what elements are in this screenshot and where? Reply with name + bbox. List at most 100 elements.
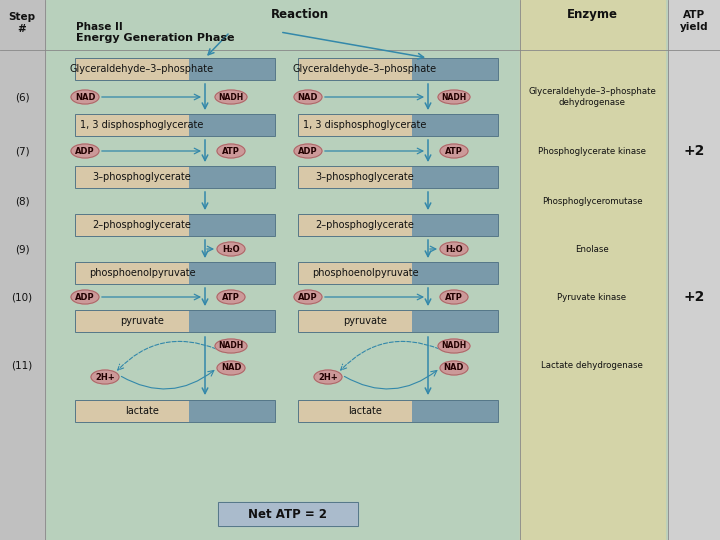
Ellipse shape (438, 90, 470, 104)
Ellipse shape (440, 361, 468, 375)
Bar (298, 166, 498, 188)
Bar (298, 310, 498, 332)
Bar (189, 400, 275, 422)
Text: Glyceraldehyde–3–phosphate
dehydrogenase: Glyceraldehyde–3–phosphate dehydrogenase (528, 87, 656, 107)
Text: 1, 3 disphosphoglycerate: 1, 3 disphosphoglycerate (303, 120, 427, 130)
Text: 3–phosphoglycerate: 3–phosphoglycerate (315, 172, 415, 182)
Bar (75, 114, 275, 136)
Text: ATP: ATP (445, 293, 463, 301)
Text: Net ATP = 2: Net ATP = 2 (248, 508, 328, 521)
Bar (520, 0, 665, 540)
Text: Enzyme: Enzyme (567, 8, 618, 21)
Ellipse shape (71, 144, 99, 158)
Text: ATP: ATP (222, 293, 240, 301)
Bar (412, 214, 498, 236)
Text: H₂O: H₂O (445, 245, 463, 253)
Bar (75, 262, 275, 284)
Ellipse shape (217, 290, 245, 304)
Text: NAD: NAD (298, 92, 318, 102)
Bar (412, 166, 498, 188)
Text: pyruvate: pyruvate (343, 316, 387, 326)
Text: ADP: ADP (298, 293, 318, 301)
Bar (298, 166, 412, 188)
Text: Reaction: Reaction (271, 8, 329, 21)
Text: ADP: ADP (75, 293, 95, 301)
Bar (412, 400, 498, 422)
Text: Glyceraldehyde–3–phosphate: Glyceraldehyde–3–phosphate (70, 64, 214, 74)
Ellipse shape (440, 290, 468, 304)
Text: NADH: NADH (218, 92, 243, 102)
Bar (298, 214, 498, 236)
Ellipse shape (294, 144, 322, 158)
Text: Phosphoglycerate kinase: Phosphoglycerate kinase (538, 146, 646, 156)
Bar (298, 114, 412, 136)
Text: Step
#: Step # (9, 12, 35, 33)
Bar (75, 114, 189, 136)
Bar (189, 114, 275, 136)
Text: NADH: NADH (441, 92, 467, 102)
Text: NAD: NAD (444, 363, 464, 373)
Text: ADP: ADP (298, 146, 318, 156)
Bar (75, 400, 275, 422)
Text: (7): (7) (14, 146, 30, 156)
Text: (10): (10) (12, 292, 32, 302)
Bar (218, 502, 358, 526)
Bar (189, 58, 275, 80)
Bar (298, 114, 498, 136)
Text: +2: +2 (683, 144, 705, 158)
Text: 1, 3 disphosphoglycerate: 1, 3 disphosphoglycerate (81, 120, 204, 130)
Text: Glyceraldehyde–3–phosphate: Glyceraldehyde–3–phosphate (293, 64, 437, 74)
Text: ADP: ADP (75, 146, 95, 156)
Bar (189, 310, 275, 332)
Ellipse shape (438, 339, 470, 353)
Text: Energy Generation Phase: Energy Generation Phase (76, 33, 235, 43)
Text: NAD: NAD (75, 92, 95, 102)
Bar (75, 214, 189, 236)
Text: ATP
yield: ATP yield (680, 10, 708, 32)
Text: Lactate dehydrogenase: Lactate dehydrogenase (541, 361, 643, 370)
Ellipse shape (440, 242, 468, 256)
Ellipse shape (215, 339, 247, 353)
Ellipse shape (215, 90, 247, 104)
Ellipse shape (71, 90, 99, 104)
Text: lactate: lactate (125, 406, 159, 416)
Bar (75, 400, 189, 422)
Text: ATP: ATP (445, 146, 463, 156)
Bar (75, 166, 275, 188)
Bar (412, 58, 498, 80)
Ellipse shape (440, 144, 468, 158)
Ellipse shape (217, 361, 245, 375)
Text: +2: +2 (683, 290, 705, 304)
Text: (9): (9) (14, 244, 30, 254)
Text: 2H+: 2H+ (318, 373, 338, 381)
Ellipse shape (294, 290, 322, 304)
Text: Phosphoglyceromutase: Phosphoglyceromutase (541, 197, 642, 206)
Ellipse shape (217, 242, 245, 256)
Text: phosphoenolpyruvate: phosphoenolpyruvate (312, 268, 418, 278)
Ellipse shape (217, 144, 245, 158)
Text: 2H+: 2H+ (95, 373, 115, 381)
Bar (298, 400, 412, 422)
Bar (75, 310, 189, 332)
Ellipse shape (71, 290, 99, 304)
Ellipse shape (91, 370, 119, 384)
Bar (412, 114, 498, 136)
Text: (8): (8) (14, 196, 30, 206)
Text: H₂O: H₂O (222, 245, 240, 253)
Bar (412, 310, 498, 332)
Text: Enolase: Enolase (575, 245, 609, 253)
Bar (75, 262, 189, 284)
Bar (0, 0, 45, 540)
Bar (668, 0, 720, 540)
Ellipse shape (294, 90, 322, 104)
Bar (75, 214, 275, 236)
Text: 2–phosphoglycerate: 2–phosphoglycerate (315, 220, 415, 230)
Text: Pyruvate kinase: Pyruvate kinase (557, 293, 626, 301)
Bar (298, 262, 412, 284)
Text: ATP: ATP (222, 146, 240, 156)
Bar (75, 310, 275, 332)
Bar (189, 262, 275, 284)
Text: (11): (11) (12, 361, 32, 371)
Text: phosphoenolpyruvate: phosphoenolpyruvate (89, 268, 195, 278)
Ellipse shape (314, 370, 342, 384)
